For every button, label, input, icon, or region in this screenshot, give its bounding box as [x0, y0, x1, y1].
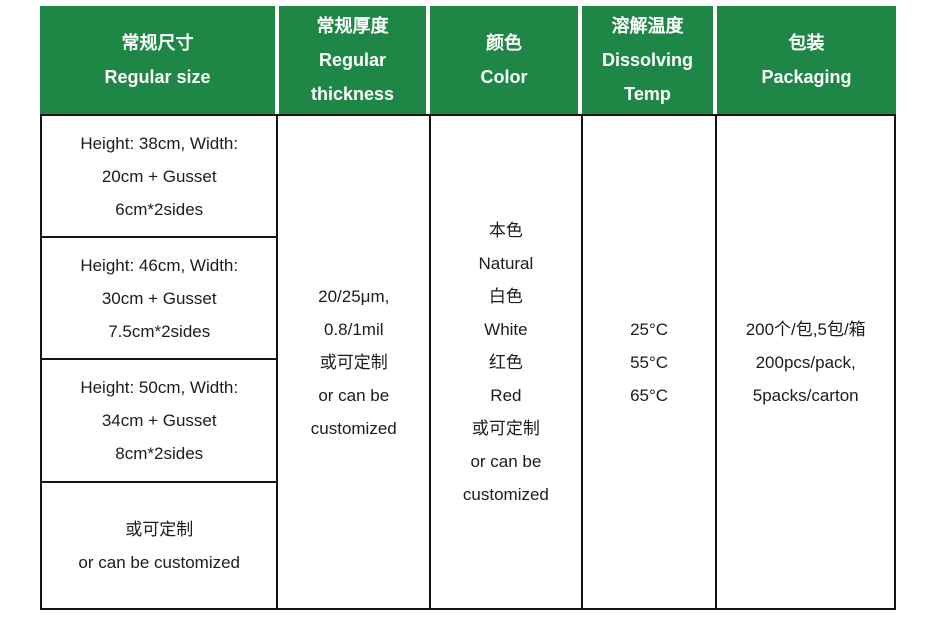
size-row-1-text: Height: 38cm, Width: 20cm + Gusset 6cm*2…	[80, 133, 239, 219]
size-row-1: Height: 38cm, Width: 20cm + Gusset 6cm*2…	[42, 116, 277, 238]
header-cell-packaging: 包装 Packaging	[717, 6, 896, 114]
header-col-color: 颜色 Color	[428, 6, 580, 114]
header-cell-dissolving-temp: 溶解温度 Dissolving Temp	[582, 6, 713, 114]
table-body: Height: 38cm, Width: 20cm + Gusset 6cm*2…	[40, 114, 896, 610]
header-col-dissolving-temp: 溶解温度 Dissolving Temp	[580, 6, 715, 114]
table-header-row: 常规尺寸 Regular size 常规厚度 Regular thickness…	[40, 6, 896, 114]
size-row-customized-text: 或可定制 or can be customized	[78, 519, 241, 572]
column-dissolving-temp: 25°C 55°C 65°C	[580, 116, 716, 608]
packaging-cell-text: 200个/包,5包/箱 200pcs/pack, 5packs/carton	[745, 319, 866, 405]
header-col-regular-thickness: 常规厚度 Regular thickness	[277, 6, 428, 114]
column-regular-thickness: 20/25μm, 0.8/1mil 或可定制 or can be customi…	[276, 116, 429, 608]
dissolving-temp-cell-text: 25°C 55°C 65°C	[630, 319, 669, 405]
column-packaging: 200个/包,5包/箱 200pcs/pack, 5packs/carton	[715, 116, 894, 608]
header-cell-regular-size: 常规尺寸 Regular size	[40, 6, 275, 114]
thickness-cell-text: 20/25μm, 0.8/1mil 或可定制 or can be customi…	[310, 286, 397, 438]
column-regular-size: Height: 38cm, Width: 20cm + Gusset 6cm*2…	[42, 116, 277, 608]
size-row-3: Height: 50cm, Width: 34cm + Gusset 8cm*2…	[42, 360, 277, 483]
color-cell-text: 本色 Natural 白色 White 红色 Red 或可定制 or can b…	[462, 220, 549, 504]
header-cell-regular-thickness: 常规厚度 Regular thickness	[279, 6, 426, 114]
header-cell-color: 颜色 Color	[430, 6, 578, 114]
size-row-customized: 或可定制 or can be customized	[42, 483, 276, 608]
column-color: 本色 Natural 白色 White 红色 Red 或可定制 or can b…	[429, 116, 581, 608]
size-row-2-text: Height: 46cm, Width: 30cm + Gusset 7.5cm…	[80, 255, 239, 341]
header-col-packaging: 包装 Packaging	[715, 6, 896, 114]
size-row-2: Height: 46cm, Width: 30cm + Gusset 7.5cm…	[42, 238, 277, 360]
size-row-3-text: Height: 50cm, Width: 34cm + Gusset 8cm*2…	[80, 378, 239, 463]
header-col-regular-size: 常规尺寸 Regular size	[40, 6, 277, 114]
